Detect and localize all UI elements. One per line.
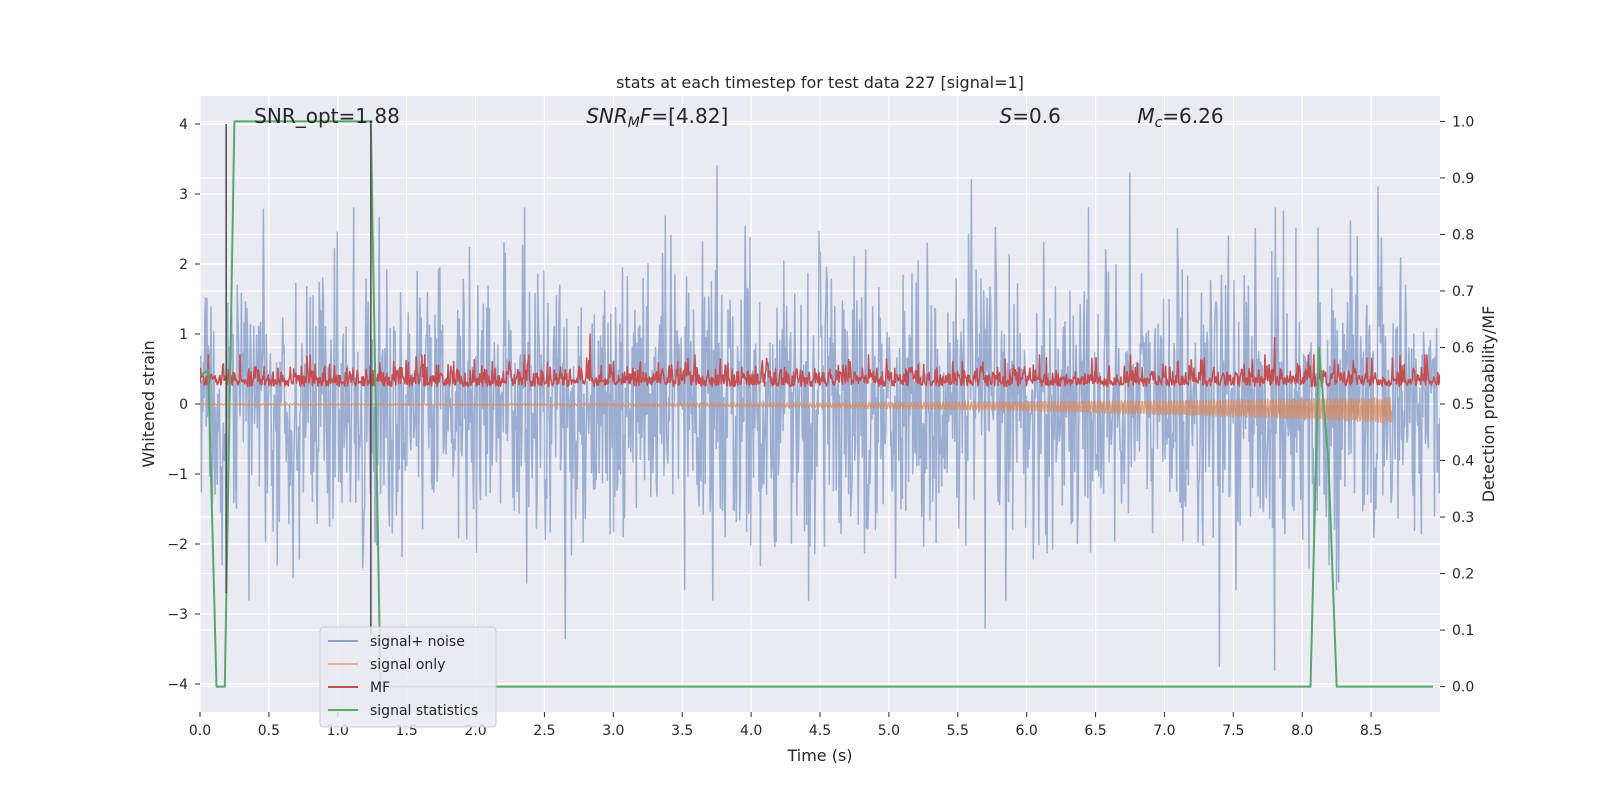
- y-right-tick-label: 0.6: [1452, 340, 1474, 356]
- legend-label: signal only: [370, 657, 445, 673]
- y-right-tick-label: 0.7: [1452, 284, 1474, 300]
- annotations: SNR_opt=1.88 SNRMF=[4.82] S=0.6 Mc=6.26: [254, 104, 1223, 131]
- series-mf-line: [200, 333, 1440, 388]
- x-tick-label: 7.0: [1153, 723, 1175, 739]
- y-right-tick-label: 0.1: [1452, 623, 1474, 639]
- y-left-tick-label: 3: [179, 187, 188, 203]
- x-tick-label: 4.0: [740, 723, 762, 739]
- vertical-markers: [225, 124, 372, 635]
- annotation-snr-opt: SNR_opt=1.88: [254, 104, 400, 128]
- y-left-tick-label: 2: [179, 257, 188, 273]
- x-tick-label: 0.0: [189, 723, 211, 739]
- legend-label: MF: [370, 680, 390, 696]
- annotation-mc-value: Mc=6.26: [1137, 104, 1223, 131]
- series-signal-only-line: [200, 397, 1393, 424]
- y-left-tick-label: −3: [167, 607, 188, 623]
- y-right-tick-label: 1.0: [1452, 114, 1474, 130]
- x-tick-label: 8.0: [1291, 723, 1313, 739]
- series-signal-noise-line: [200, 165, 1440, 671]
- x-tick-label: 3.0: [602, 723, 624, 739]
- y-left-tick-label: −4: [167, 677, 188, 693]
- y-left-tick-label: −1: [167, 467, 188, 483]
- y-left-tick-label: 4: [179, 117, 188, 133]
- y-axis-left-title: Whitened strain: [139, 340, 158, 467]
- x-tick-label: 2.5: [533, 723, 555, 739]
- x-tick-label: 3.5: [671, 723, 693, 739]
- x-tick-label: 6.0: [1016, 723, 1038, 739]
- y-left-tick-label: 1: [179, 327, 188, 343]
- chart-title: stats at each timestep for test data 227…: [616, 73, 1024, 92]
- x-tick-label: 8.5: [1360, 723, 1382, 739]
- y-axis-right-title: Detection probability/MF: [1479, 306, 1498, 503]
- y-left-tick-label: −2: [167, 537, 188, 553]
- x-tick-label: 6.5: [1084, 723, 1106, 739]
- annotation-s-value: S=0.6: [1000, 104, 1061, 128]
- axes: 0.0 0.5 1.0 1.5 2.0 2.5 3.0 3.5 4.0 4.5 5.0 5.5 6.0 6…: [167, 114, 1474, 739]
- y-right-tick-label: 0.8: [1452, 227, 1474, 243]
- y-right-tick-label: 0.3: [1452, 510, 1474, 526]
- x-tick-label: 5.0: [878, 723, 900, 739]
- y-right-tick-label: 0.2: [1452, 567, 1474, 583]
- x-tick-label: 7.5: [1222, 723, 1244, 739]
- x-tick-label: 5.5: [947, 723, 969, 739]
- legend-label: signal statistics: [370, 703, 478, 719]
- y-right-tick-label: 0.0: [1452, 680, 1474, 696]
- legend-box: [319, 626, 497, 728]
- x-tick-label: 4.5: [809, 723, 831, 739]
- legend-label: signal+ noise: [370, 634, 465, 650]
- y-right-tick-label: 0.9: [1452, 171, 1474, 187]
- y-right-tick-label: 0.5: [1452, 397, 1474, 413]
- y-left-tick-label: 0: [179, 397, 188, 413]
- x-axis-title: Time (s): [786, 746, 852, 765]
- y-right-tick-label: 0.4: [1452, 454, 1474, 470]
- legend: signal+ noise signal only MF signal statist…: [319, 626, 497, 728]
- annotation-snr-mf: SNRMF=[4.82]: [586, 104, 728, 131]
- x-tick-label: 0.5: [258, 723, 280, 739]
